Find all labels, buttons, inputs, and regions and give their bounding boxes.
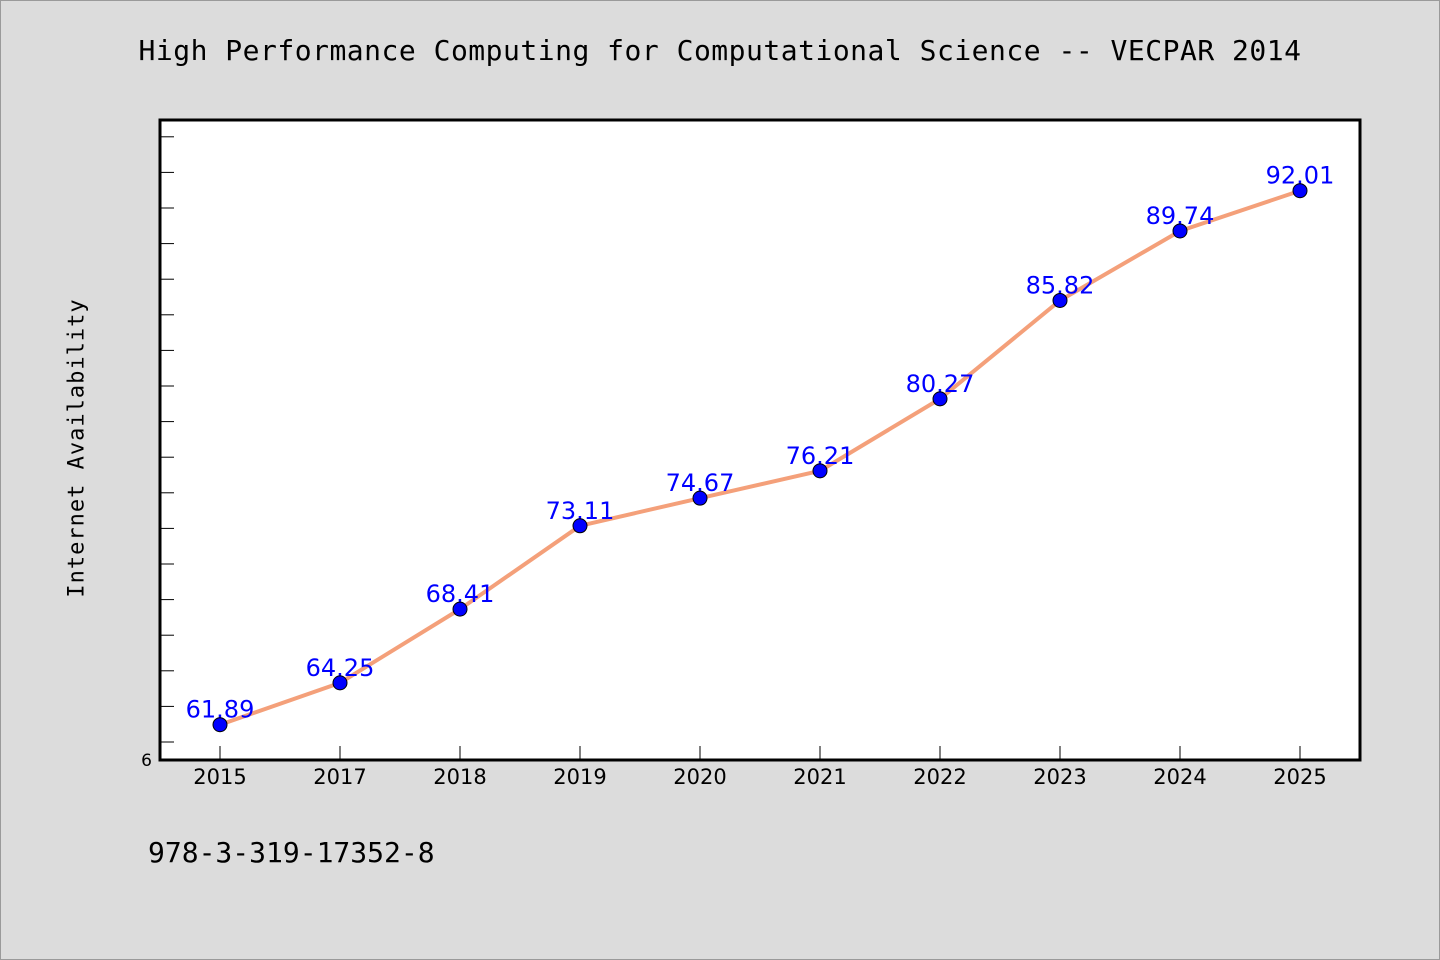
data-point [1052,292,1068,308]
data-point [692,490,708,506]
data-point [332,675,348,691]
data-point [452,601,468,617]
data-point [812,463,828,479]
series-line [218,188,1302,727]
footer-isbn: 978-3-319-17352-8 [148,836,435,869]
x-tick-label: 2017 [313,765,366,789]
x-tick-label: 2020 [673,765,726,789]
x-tick-label: 2019 [553,765,606,789]
x-tick-label: 2015 [193,765,246,789]
data-point [932,391,948,407]
plot-border [158,118,1362,762]
x-tick-label: 2022 [913,765,966,789]
data-point [572,518,588,534]
x-tick-label: 2018 [433,765,486,789]
x-tick-label: 2025 [1273,765,1326,789]
chart-title: High Performance Computing for Computati… [138,34,1302,67]
x-tick-label: 2024 [1153,765,1206,789]
x-tick-label: 2021 [793,765,846,789]
data-point [212,717,228,733]
plot-area [160,120,1360,760]
y-tick-label: 6 [141,751,152,771]
x-tick-label: 2023 [1033,765,1086,789]
data-point [1292,183,1308,199]
data-point [1172,223,1188,239]
